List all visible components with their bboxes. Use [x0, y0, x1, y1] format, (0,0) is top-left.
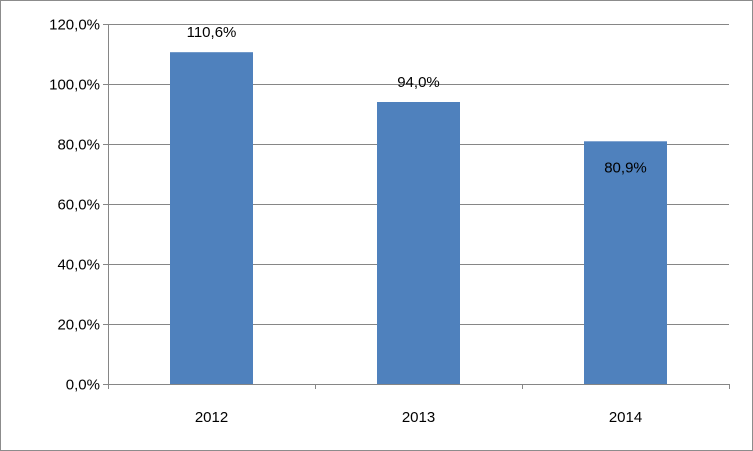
x-axis-tick-labels: 2012 2013 2014 — [195, 409, 642, 426]
data-labels: 110,6% 94,0% 80,9% — [187, 24, 647, 176]
y-tick-label: 20,0% — [57, 317, 100, 334]
y-tick-label: 60,0% — [57, 197, 100, 214]
bars — [170, 52, 667, 384]
y-tick-label: 100,0% — [49, 77, 100, 94]
x-tick-label: 2012 — [195, 409, 228, 426]
axes — [103, 24, 730, 389]
bar-2014 — [584, 141, 667, 384]
x-tick-label: 2013 — [402, 409, 435, 426]
y-axis-tick-labels: 0,0% 20,0% 40,0% 60,0% 80,0% 100,0% 120,0% — [49, 17, 100, 394]
data-label-2012: 110,6% — [187, 24, 237, 41]
y-tick-label: 40,0% — [57, 257, 100, 274]
y-tick-label: 0,0% — [66, 377, 100, 394]
y-tick-label: 120,0% — [49, 17, 100, 34]
x-tick-label: 2014 — [609, 409, 642, 426]
data-label-2013: 94,0% — [397, 74, 440, 91]
data-label-2014: 80,9% — [604, 159, 647, 176]
bar-2012 — [170, 52, 253, 384]
bar-2013 — [377, 102, 460, 384]
y-tick-label: 80,0% — [57, 137, 100, 154]
